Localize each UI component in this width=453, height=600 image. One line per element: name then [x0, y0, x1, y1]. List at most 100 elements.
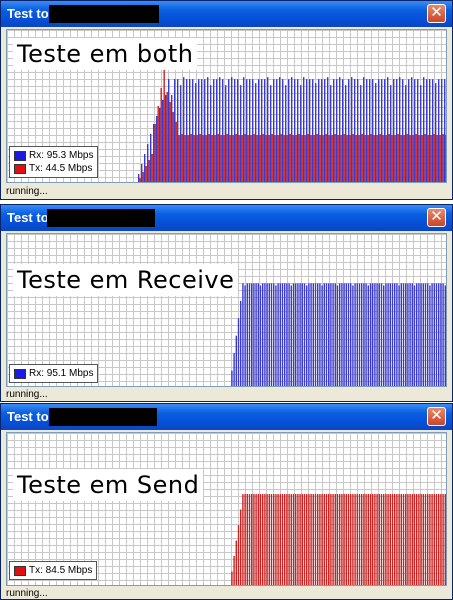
- redacted-host: [49, 5, 159, 23]
- rx-bar: [429, 79, 431, 182]
- tx-bar: [440, 494, 442, 585]
- rx-bar: [267, 77, 269, 182]
- rx-bar: [288, 79, 290, 182]
- rx-bar: [273, 283, 275, 386]
- rx-bar: [319, 283, 321, 386]
- rx-bar: [201, 79, 203, 182]
- rx-bar: [330, 85, 332, 182]
- rx-bar: [433, 283, 435, 386]
- tx-bar: [277, 135, 279, 182]
- rx-bar: [440, 283, 442, 386]
- rx-bar: [259, 285, 262, 386]
- rx-bar: [273, 79, 275, 182]
- tx-bar: [436, 135, 438, 182]
- rx-bar: [367, 285, 369, 386]
- rx-bar: [285, 85, 287, 182]
- title-bar[interactable]: Test to ✕: [1, 1, 452, 27]
- rx-bar: [369, 283, 372, 386]
- tx-bar: [312, 494, 314, 585]
- tx-bar: [220, 135, 222, 182]
- rx-bar: [396, 283, 398, 386]
- tx-bar: [319, 494, 321, 585]
- graph-bars: [231, 283, 446, 386]
- rx-bar: [394, 283, 396, 386]
- tx-bar: [274, 135, 276, 182]
- tx-bar: [307, 134, 309, 182]
- tx-bar: [325, 134, 327, 182]
- title-bar[interactable]: Test to ✕: [1, 205, 452, 231]
- close-button[interactable]: ✕: [427, 3, 446, 23]
- rx-bar: [336, 285, 339, 386]
- tx-bar: [264, 494, 266, 585]
- tx-bar: [292, 494, 295, 585]
- tx-bar: [398, 494, 400, 585]
- rx-bar: [306, 79, 308, 182]
- rx-bar: [327, 77, 329, 182]
- rx-bar: [303, 283, 306, 386]
- rx-bar: [360, 85, 362, 182]
- tx-bar: [271, 134, 273, 182]
- rx-bar: [266, 283, 268, 386]
- rx-bar: [424, 283, 427, 386]
- rx-bar: [216, 79, 218, 182]
- rx-bar: [270, 85, 272, 182]
- tx-bar: [233, 556, 235, 585]
- tx-bar: [424, 494, 427, 585]
- tx-bar: [370, 134, 372, 182]
- tx-bar: [409, 135, 411, 182]
- rx-bar: [328, 283, 330, 386]
- rx-bar: [279, 283, 281, 386]
- tx-bar: [238, 135, 240, 182]
- rx-bar: [431, 283, 433, 386]
- tx-bar: [244, 134, 246, 182]
- rx-bar: [207, 77, 209, 182]
- tx-bar: [247, 135, 249, 182]
- tx-bar: [374, 494, 376, 585]
- rx-bar: [246, 79, 248, 182]
- tx-bar: [418, 135, 420, 182]
- tx-bar: [265, 135, 267, 182]
- legend-rx-text: Rx: 95.3 Mbps: [29, 150, 94, 161]
- tx-bar: [380, 494, 383, 585]
- tx-bar: [361, 134, 363, 182]
- tx-bar: [358, 135, 360, 182]
- tx-bar: [433, 134, 435, 182]
- rx-bar: [438, 283, 440, 386]
- tx-bar: [394, 494, 396, 585]
- rx-bar: [339, 283, 341, 386]
- rx-bar: [177, 79, 179, 182]
- rx-bar: [393, 79, 395, 182]
- rx-bar: [332, 283, 334, 386]
- rx-bar: [255, 283, 257, 386]
- tx-bar: [232, 135, 234, 182]
- bandwidth-graph: Teste em Receive Rx: 95.1 Mbps: [6, 233, 447, 387]
- rx-bar: [409, 283, 411, 386]
- tx-bar: [403, 135, 405, 182]
- tx-bar: [244, 494, 246, 585]
- close-button[interactable]: ✕: [427, 207, 446, 227]
- tx-bar: [295, 494, 297, 585]
- rx-bar: [234, 79, 236, 182]
- tx-bar: [391, 135, 393, 182]
- tx-bar: [317, 494, 319, 585]
- rx-bar: [318, 79, 320, 182]
- tx-bar: [304, 135, 306, 182]
- rx-bar: [389, 283, 391, 386]
- tx-bar: [365, 494, 367, 585]
- tx-bar: [306, 494, 308, 585]
- close-icon: ✕: [430, 406, 443, 424]
- redacted-host: [49, 408, 157, 426]
- tx-bar: [383, 494, 385, 585]
- rx-bar: [396, 79, 398, 182]
- legend-row-rx: Rx: 95.1 Mbps: [14, 367, 93, 380]
- tx-bar: [154, 124, 156, 182]
- rx-bar: [306, 285, 308, 386]
- tx-bar: [429, 494, 431, 585]
- rx-bar: [225, 85, 227, 182]
- rx-bar: [321, 285, 323, 386]
- close-button[interactable]: ✕: [427, 406, 446, 426]
- title-bar[interactable]: Test to ✕: [1, 404, 452, 430]
- tx-bar: [139, 178, 141, 182]
- tx-bar: [284, 494, 286, 585]
- tx-bar: [246, 494, 248, 585]
